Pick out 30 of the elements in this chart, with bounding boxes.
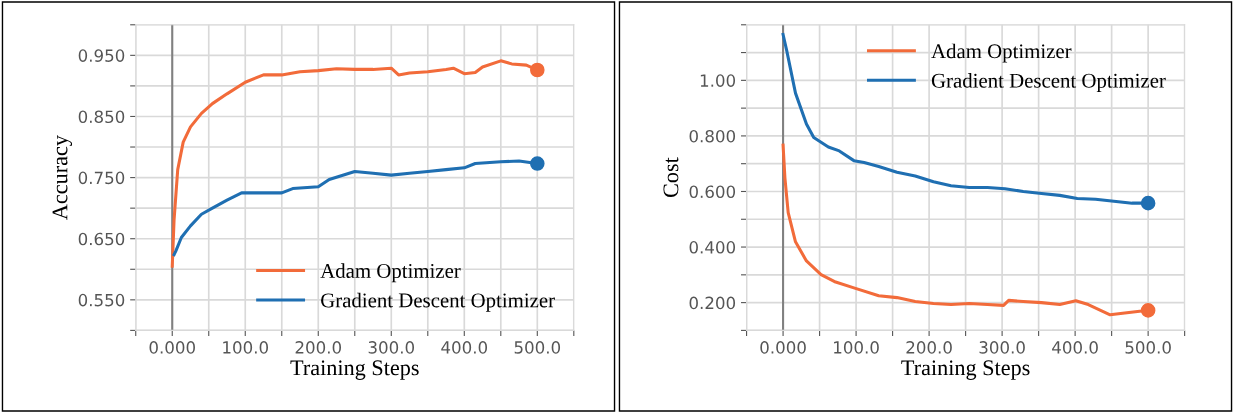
legend-label: Gradient Descent Optimizer — [321, 292, 555, 312]
x-tick-label: 200.0 — [295, 341, 342, 354]
x-tick-label: 300.0 — [979, 341, 1025, 354]
legend-label: Gradient Descent Optimizer — [931, 73, 1166, 92]
x-axis-title: Training Steps — [901, 360, 1030, 380]
y-axis-title: Cost — [663, 157, 679, 198]
x-tick-label: 100.0 — [834, 341, 879, 354]
y-tick-label: 1.00 — [700, 74, 736, 87]
y-tick-label: 0.950 — [78, 49, 125, 62]
y-tick-label: 0.400 — [689, 241, 736, 254]
legend-label: Adam Optimizer — [931, 43, 1072, 63]
y-tick-label: 0.200 — [689, 296, 736, 310]
x-tick-label: 0.000 — [760, 341, 806, 354]
x-tick-label: 0.000 — [149, 341, 195, 354]
x-tick-label: 400.0 — [441, 341, 488, 354]
y-tick-label: 0.600 — [689, 185, 736, 199]
y-axis-title: Accuracy — [52, 135, 73, 220]
y-tick-label: 0.550 — [78, 293, 125, 307]
y-tick-label: 0.800 — [689, 129, 736, 143]
x-tick-label: 500.0 — [514, 341, 561, 354]
y-tick-label: 0.750 — [78, 171, 125, 185]
legend-label: Adam Optimizer — [320, 263, 461, 283]
x-axis-title: Training Steps — [290, 360, 419, 380]
x-tick-label: 300.0 — [368, 341, 415, 354]
x-tick-label: 200.0 — [906, 341, 952, 354]
x-tick-label: 100.0 — [223, 341, 269, 354]
x-tick-label: 500.0 — [1125, 341, 1171, 354]
x-tick-label: 400.0 — [1052, 341, 1098, 354]
y-tick-label: 0.850 — [78, 110, 125, 124]
y-tick-label: 0.650 — [78, 232, 125, 246]
